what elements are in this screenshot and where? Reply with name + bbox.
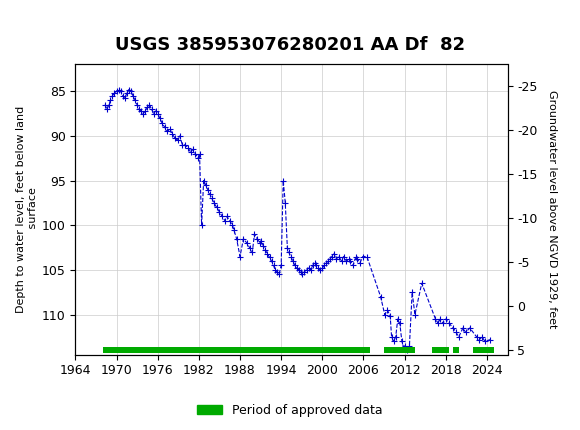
Legend: Period of approved data: Period of approved data <box>192 399 388 421</box>
Bar <box>473 347 494 353</box>
Y-axis label: Groundwater level above NGVD 1929, feet: Groundwater level above NGVD 1929, feet <box>547 90 557 329</box>
Y-axis label: Depth to water level, feet below land
 surface: Depth to water level, feet below land su… <box>16 106 38 313</box>
Text: USGS 385953076280201 AA Df  82: USGS 385953076280201 AA Df 82 <box>115 36 465 54</box>
Bar <box>365 347 370 353</box>
FancyBboxPatch shape <box>3 2 55 43</box>
Bar <box>452 347 459 353</box>
Bar <box>432 347 449 353</box>
Bar <box>103 347 367 353</box>
Bar <box>384 347 415 353</box>
Text: ≡USGS: ≡USGS <box>3 14 74 31</box>
